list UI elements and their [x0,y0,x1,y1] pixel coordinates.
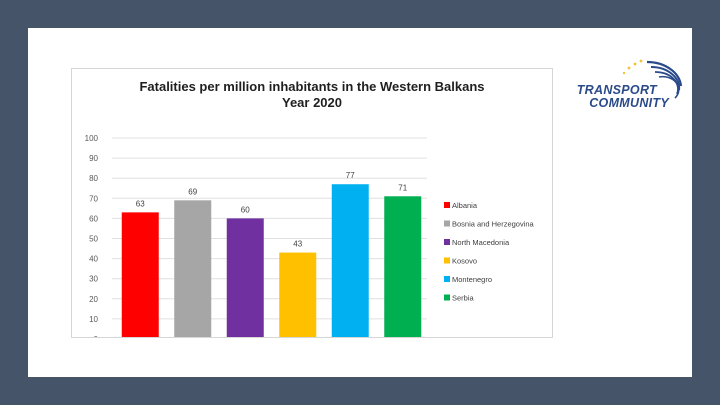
y-tick-label: 90 [89,154,98,163]
legend-label: Albania [452,201,478,210]
y-tick-label: 0 [94,335,99,337]
bar [121,212,159,337]
legend-swatch [444,239,450,245]
data-label: 71 [398,183,407,192]
chart-subtitle: Year 2020 [281,95,342,110]
logo-arcs-icon [622,59,683,99]
y-tick-label: 100 [85,134,99,143]
chart-title: Fatalities per million inhabitants in th… [139,79,485,94]
legend-swatch [444,257,450,264]
legend-swatch [444,202,450,208]
bar-chart: Fatalities per million inhabitants in th… [71,68,553,338]
legend-label: North Macedonia [452,238,510,247]
transport-community-logo: TRANSPORT COMMUNITY [577,52,687,110]
bar [279,252,317,337]
y-tick-label: 60 [89,214,98,223]
logo-text-line1: TRANSPORT [576,83,657,97]
legend-swatch [444,220,450,227]
data-label: 60 [241,205,250,214]
legend-swatch [444,294,450,301]
y-tick-label: 70 [89,194,98,203]
legend-label: Serbia [452,294,475,303]
legend-label: Bosnia and Herzegovina [452,220,535,229]
chart-plot-area: 0 10 20 30 40 50 60 70 80 90 100 63 69 60 43 77 71 Albani… [85,134,535,337]
legend-label: Kosovo [452,257,477,266]
bar [226,218,264,337]
y-tick-label: 40 [89,255,98,264]
y-tick-label: 30 [89,275,98,284]
y-tick-label: 10 [89,315,98,324]
logo-text-line2: COMMUNITY [589,96,669,110]
data-label: 77 [346,171,355,180]
data-label: 43 [293,240,302,249]
legend-label: Montenegro [452,275,492,284]
y-tick-label: 50 [89,235,98,244]
slide: TRANSPORT COMMUNITY Fatalities per milli… [28,28,692,377]
y-tick-label: 80 [89,174,98,183]
bar [331,184,369,337]
bar [384,196,422,337]
legend-swatch [444,276,450,282]
data-label: 63 [136,199,145,208]
bar [174,200,212,337]
data-label: 69 [188,187,197,196]
y-tick-label: 20 [89,295,98,304]
